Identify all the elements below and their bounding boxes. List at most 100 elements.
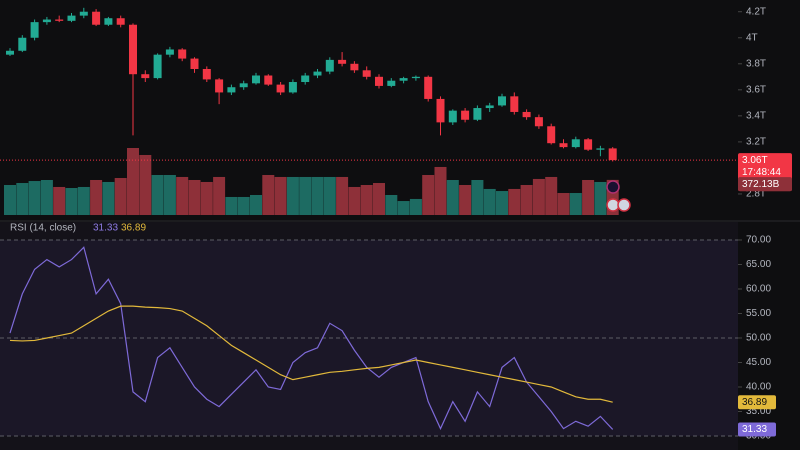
candle-body <box>252 75 260 84</box>
y-tick-label: 3.4T <box>746 110 766 121</box>
volume-bar <box>237 196 250 215</box>
y-tick-label: 65.00 <box>746 259 771 270</box>
candle-body <box>55 19 64 21</box>
rsi-title: RSI (14, close) <box>10 223 76 234</box>
volume-label-box <box>738 177 792 192</box>
volume-bar <box>483 188 496 215</box>
candle-body <box>571 139 580 148</box>
volume-bar <box>114 178 127 215</box>
volume-bar <box>127 148 139 215</box>
candle-body <box>461 110 470 120</box>
volume-bar <box>16 183 29 215</box>
last-volume-label: 372.13B <box>742 179 780 190</box>
candle-body <box>338 59 347 64</box>
volume-bar <box>225 196 238 215</box>
volume-bar <box>4 184 16 215</box>
volume-bar <box>163 174 176 215</box>
volume-bar <box>385 194 398 215</box>
volume-bar <box>569 193 582 215</box>
candle-body <box>104 18 113 25</box>
candle-body <box>387 80 396 86</box>
rsi-line <box>9 246 614 431</box>
candle-body <box>202 68 211 80</box>
candle-body <box>165 49 174 55</box>
rsi-line <box>9 305 613 403</box>
event-icon <box>617 198 631 212</box>
candle-body <box>473 108 482 120</box>
volume-bar <box>434 166 447 215</box>
candle-body <box>411 76 420 79</box>
y-tick-label: 3.6T <box>746 84 766 95</box>
y-tick-label: 50.00 <box>746 333 771 344</box>
candle-body <box>141 74 150 79</box>
event-icon <box>606 198 620 212</box>
volume-bar <box>594 181 607 215</box>
countdown: 17:48:44 <box>742 167 781 178</box>
volume-bar <box>323 176 336 215</box>
y-tick-label: 2.8T <box>746 189 766 200</box>
candle-body <box>190 58 199 69</box>
candle-body <box>375 76 383 86</box>
volume-bar <box>422 174 435 215</box>
volume-bar <box>545 176 558 215</box>
value-label: 31.33 <box>742 424 767 435</box>
volume-bar <box>336 176 349 215</box>
y-tick-label: 40.00 <box>746 382 771 393</box>
candle-body <box>30 22 39 38</box>
volume-bar <box>508 188 521 215</box>
y-tick-label: 35.00 <box>746 406 771 417</box>
volume-bar <box>471 179 484 215</box>
value-label: 36.89 <box>742 397 767 408</box>
volume-bar <box>90 179 103 215</box>
volume-bar <box>250 194 262 215</box>
volume-bar <box>274 176 287 215</box>
candle-body <box>18 37 27 51</box>
candle-body <box>264 75 273 85</box>
volume-bar <box>188 179 201 215</box>
volume-bar <box>446 179 459 215</box>
candle-body <box>436 98 445 123</box>
volume-bar <box>213 176 226 215</box>
volume-bar <box>151 174 164 215</box>
rsi-value: 31.33 <box>93 223 118 234</box>
candle-body <box>276 84 285 93</box>
candle-body <box>288 82 297 93</box>
candle-body <box>92 11 101 25</box>
volume-bar <box>102 181 115 215</box>
volume-bar <box>311 176 324 215</box>
value-label-box <box>738 395 776 410</box>
candle-body <box>129 24 137 75</box>
candle-body <box>485 105 494 109</box>
event-icon <box>606 180 620 194</box>
candle-body <box>67 15 76 21</box>
candle-body <box>6 50 14 55</box>
y-tick-label: 45.00 <box>746 357 771 368</box>
volume-bar <box>373 183 385 215</box>
y-tick-label: 60.00 <box>746 284 771 295</box>
volume-bar <box>200 181 213 215</box>
candle-body <box>313 71 322 76</box>
volume-bar <box>409 198 422 215</box>
candle-body <box>227 87 236 93</box>
volume-bar <box>286 176 299 215</box>
candle-body <box>42 19 51 23</box>
volume-bar <box>176 176 189 215</box>
candle-body <box>325 59 334 72</box>
y-tick-label: 4.2T <box>746 6 766 17</box>
candle-body <box>522 111 531 118</box>
volume-bar <box>28 181 41 215</box>
candle-body <box>350 63 359 71</box>
volume-bar <box>496 191 508 215</box>
volume-bar <box>65 188 78 215</box>
y-tick-label: 70.00 <box>746 235 771 246</box>
event-icons <box>606 180 631 212</box>
candle-body <box>547 126 556 144</box>
candle-body <box>239 83 248 88</box>
volume-bar <box>582 179 595 215</box>
volume-bar <box>139 154 152 215</box>
candle-body <box>584 139 593 150</box>
candle-body <box>448 110 457 123</box>
value-label-box <box>738 422 776 437</box>
